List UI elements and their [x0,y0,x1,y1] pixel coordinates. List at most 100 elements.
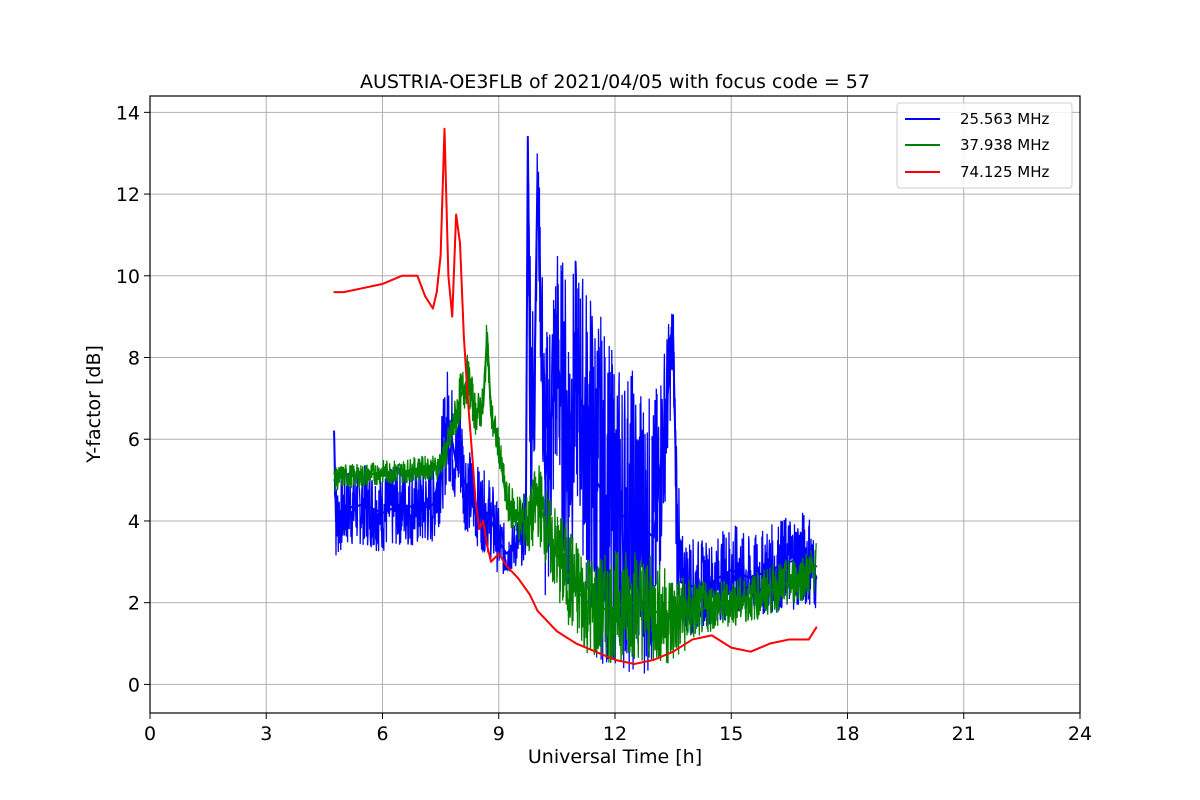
data-point [342,507,345,510]
data-point [532,438,535,441]
data-point [749,577,752,579]
data-point [494,528,496,530]
data-point [401,503,403,506]
legend-label-25563: 25.563 MHz [960,110,1049,128]
data-point [439,254,442,257]
y-axis-label: Y-factor [dB] [83,345,105,464]
x-tick-label: 18 [835,723,859,745]
data-point [517,577,519,579]
data-point [447,418,450,420]
data-point [470,446,473,449]
data-point [381,511,384,514]
data-point [333,430,335,432]
data-point [517,516,519,518]
data-point [691,610,694,612]
data-point [401,471,403,473]
y-tick-label: 2 [128,593,140,615]
data-point [536,495,539,498]
data-point [633,663,636,665]
data-point [614,659,616,661]
data-point [559,561,562,563]
data-point [807,573,810,575]
data-point [544,479,547,481]
x-tick-label: 0 [144,723,156,745]
data-point [432,503,434,506]
data-point [680,581,682,584]
data-point [676,520,678,522]
data-point [815,626,818,628]
data-point [521,536,523,539]
data-point [447,274,450,277]
data-point [528,524,531,526]
data-point [439,471,442,473]
data-point [335,520,337,522]
data-point [711,581,713,584]
x-tick-label: 15 [719,723,743,745]
chart-title: AUSTRIA-OE3FLB of 2021/04/05 with focus … [360,71,870,93]
data-point [527,136,529,138]
data-point [443,127,446,130]
data-point [788,638,791,641]
data-point [443,454,446,457]
series-noise-25563 [333,137,817,674]
data-point [769,589,771,592]
data-point [815,577,818,579]
data-point [536,610,539,612]
data-point [749,597,752,600]
data-point [575,642,578,645]
data-point [420,467,423,469]
data-point [633,601,636,604]
data-point [788,581,791,584]
legend: 25.563 MHz 37.938 MHz 74.125 MHz [896,102,1073,189]
data-point [749,650,752,653]
data-point [548,536,550,539]
data-point [451,315,454,318]
data-point [463,336,465,338]
data-point [505,552,508,555]
data-point [556,630,558,633]
data-point [478,528,481,530]
data-point [432,307,434,310]
data-point [672,336,674,338]
data-point [691,638,694,641]
data-point [536,172,539,175]
legend-box [896,102,1073,189]
data-point [474,413,477,416]
x-tick-label: 21 [952,723,976,745]
data-point [730,646,733,649]
data-point [420,507,423,510]
data-point [711,634,713,637]
data-point [497,540,500,543]
data-point [463,479,465,481]
y-tick-label: 0 [128,674,140,696]
legend-label-74125: 74.125 MHz [960,163,1049,181]
data-point [362,287,364,289]
data-point [672,618,674,620]
data-point [486,544,488,547]
data-point [482,405,485,408]
data-point [474,499,477,502]
data-point [459,438,461,441]
data-point [416,274,419,277]
data-point [528,336,531,338]
data-point [435,467,438,469]
legend-label-37938: 37.938 MHz [960,136,1049,154]
data-point [594,479,597,481]
data-point [478,507,481,510]
data-point [490,561,492,563]
data-point [528,593,531,596]
x-tick-label: 6 [376,723,388,745]
x-tick-label: 24 [1068,723,1092,745]
data-point [497,552,500,555]
data-point [424,295,426,298]
y-tick-label: 12 [116,184,140,206]
x-axis-label: Universal Time [h] [528,746,702,768]
data-point [652,536,655,539]
data-point [513,544,516,547]
data-point [807,638,810,641]
data-point [342,291,345,293]
y-tick-label: 10 [116,266,140,288]
data-point [594,610,597,612]
